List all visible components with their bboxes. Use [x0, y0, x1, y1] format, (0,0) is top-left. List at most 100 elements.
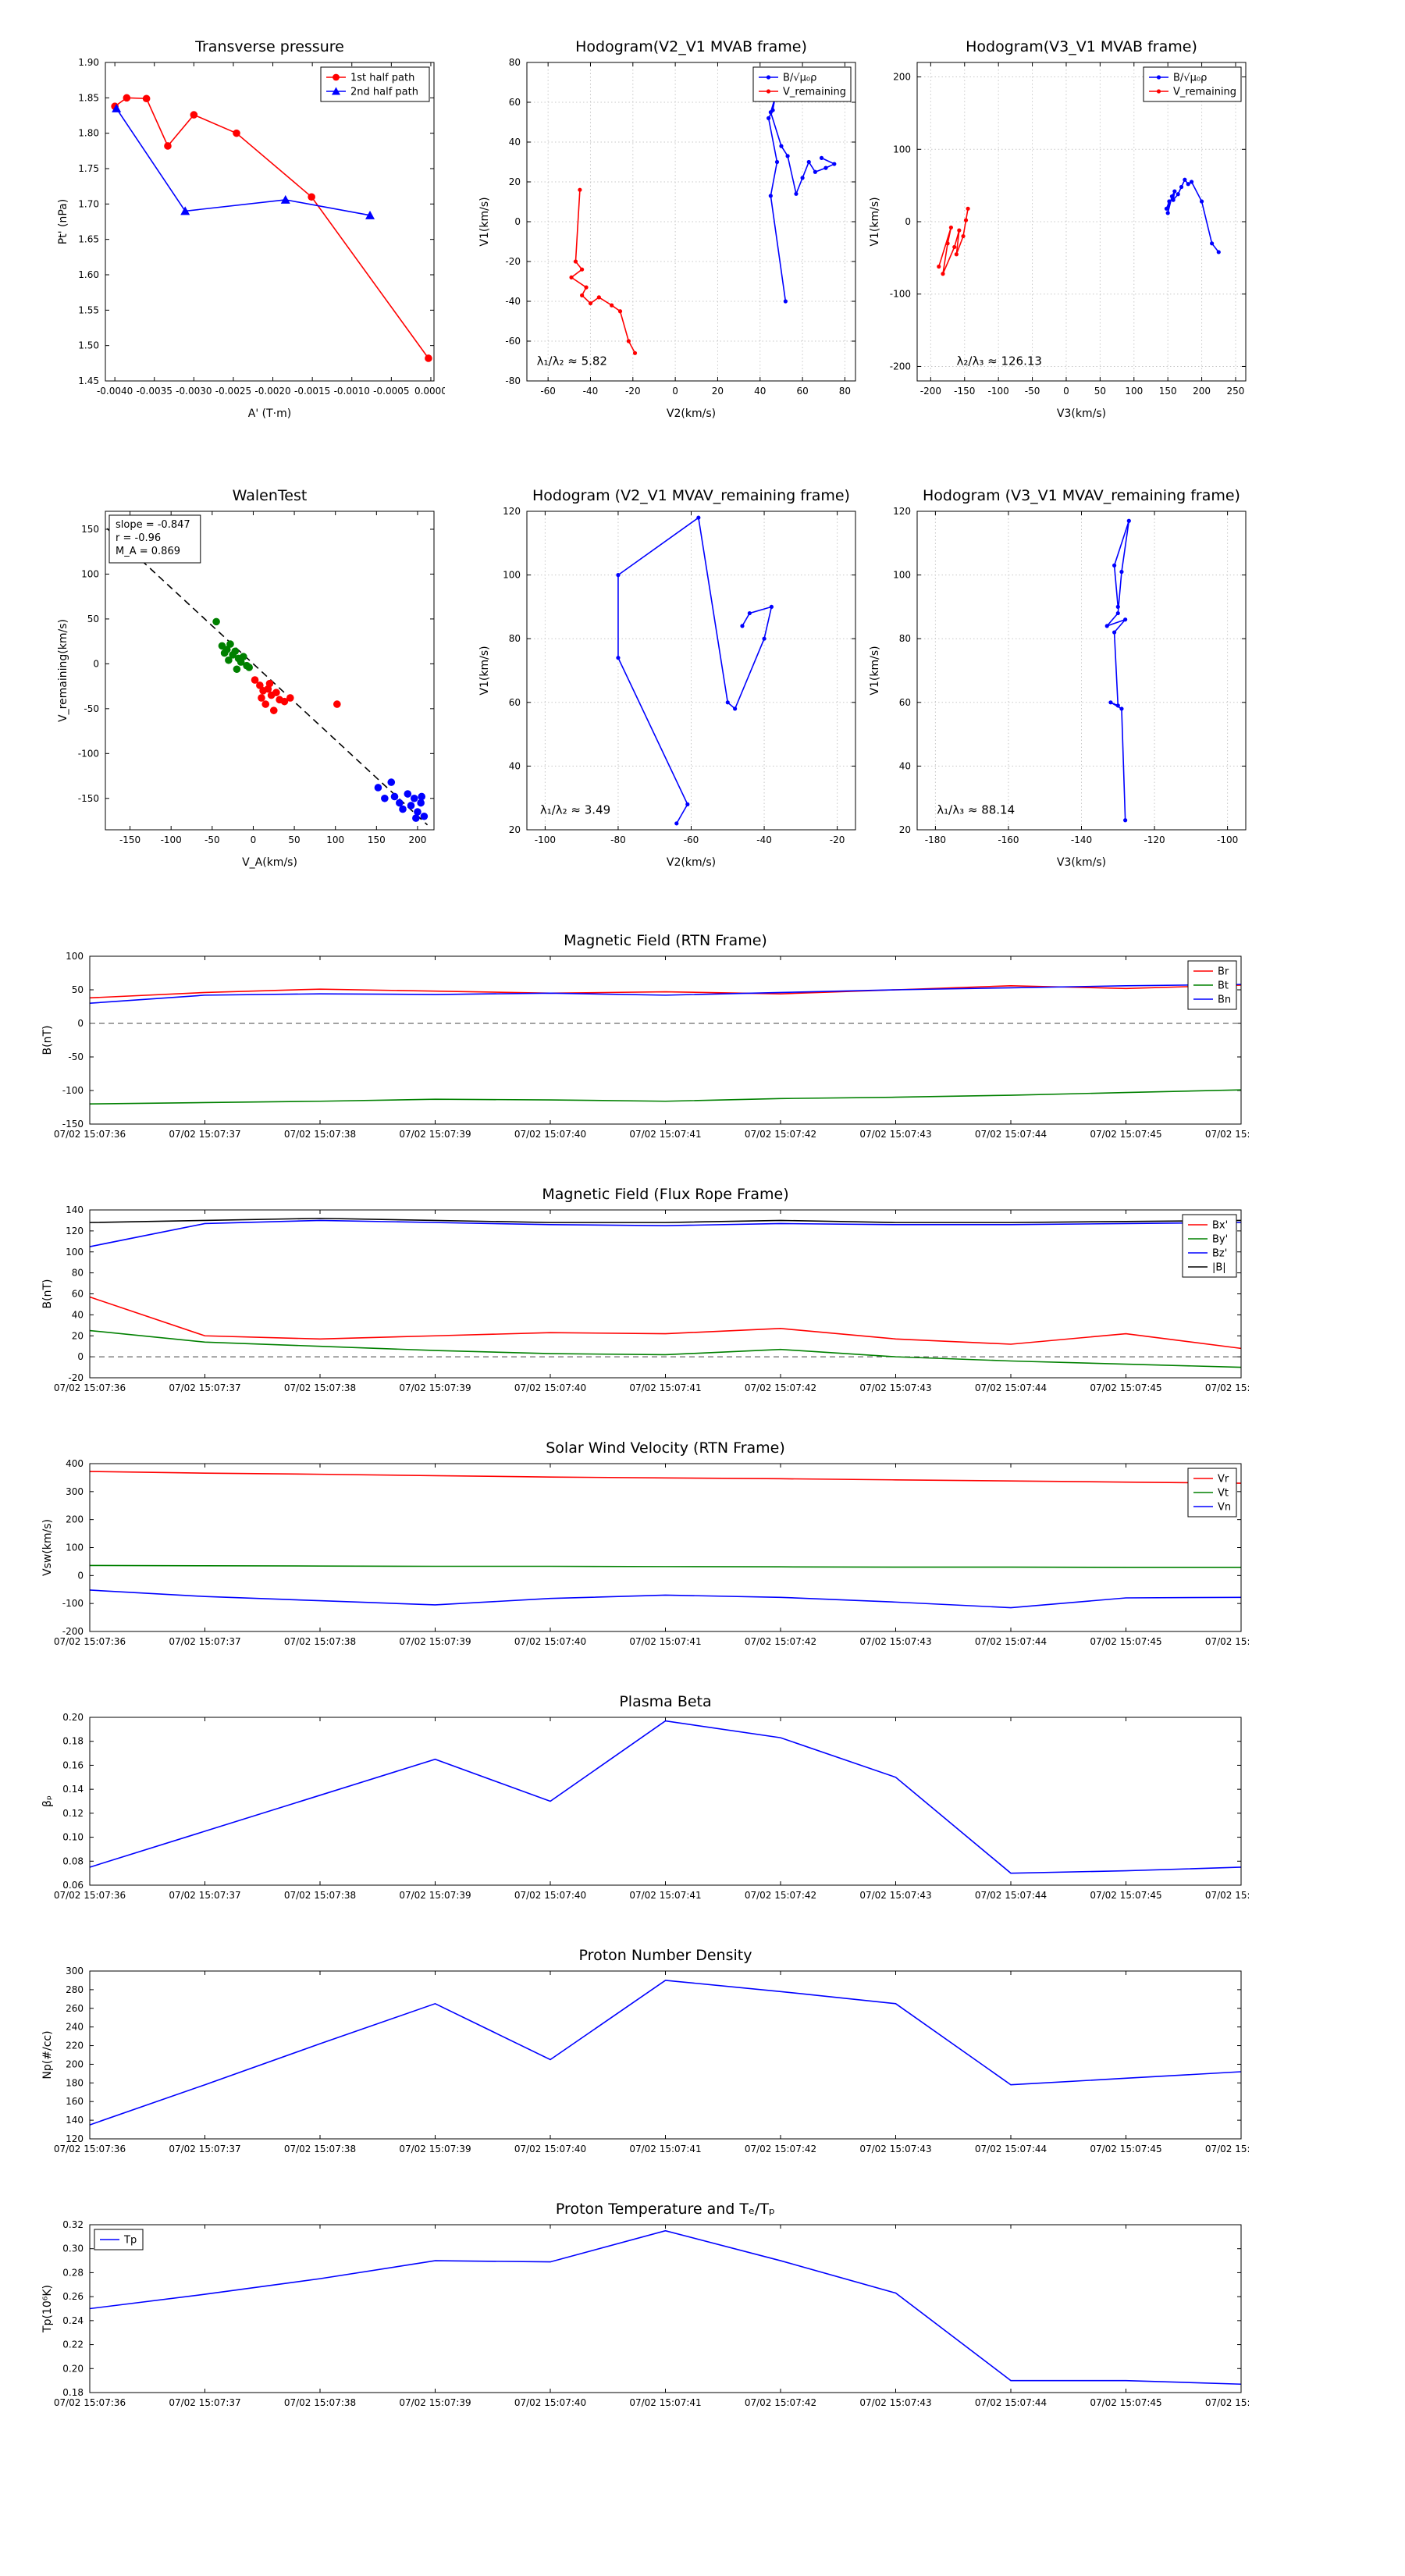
svg-text:07/02 15:07:40: 07/02 15:07:40 — [514, 1382, 586, 1393]
svg-text:M_A = 0.869: M_A = 0.869 — [116, 546, 180, 557]
svg-text:07/02 15:07:40: 07/02 15:07:40 — [514, 1129, 586, 1140]
svg-text:λ₁/λ₂ ≈ 3.49: λ₁/λ₂ ≈ 3.49 — [540, 803, 610, 817]
svg-text:07/02 15:07:37: 07/02 15:07:37 — [169, 1382, 240, 1393]
svg-text:Np(#/cc): Np(#/cc) — [41, 2030, 54, 2079]
svg-text:07/02 15:07:39: 07/02 15:07:39 — [399, 1129, 471, 1140]
svg-text:150: 150 — [368, 834, 386, 845]
svg-text:-100: -100 — [62, 1598, 84, 1609]
svg-text:B(nT): B(nT) — [41, 1279, 54, 1309]
svg-text:07/02 15:07:44: 07/02 15:07:44 — [975, 2144, 1047, 2154]
svg-text:-100: -100 — [62, 1085, 84, 1096]
svg-text:V2(km/s): V2(km/s) — [667, 407, 716, 420]
svg-text:2nd half path: 2nd half path — [350, 87, 418, 98]
svg-text:-160: -160 — [998, 834, 1019, 845]
svg-text:Tp(10⁶K): Tp(10⁶K) — [41, 2285, 54, 2333]
svg-text:07/02 15:07:44: 07/02 15:07:44 — [975, 1636, 1047, 1647]
svg-text:Hodogram(V3_V1 MVAB frame): Hodogram(V3_V1 MVAB frame) — [966, 38, 1197, 55]
svg-text:400: 400 — [66, 1458, 84, 1469]
svg-text:07/02 15:07:46: 07/02 15:07:46 — [1205, 1636, 1249, 1647]
svg-text:250: 250 — [1227, 386, 1245, 397]
svg-text:100: 100 — [66, 1247, 84, 1258]
svg-text:07/02 15:07:42: 07/02 15:07:42 — [745, 1129, 816, 1140]
svg-text:Hodogram (V3_V1 MVAV_remaining: Hodogram (V3_V1 MVAV_remaining frame) — [923, 487, 1240, 504]
svg-text:B/√μ₀ρ: B/√μ₀ρ — [1173, 73, 1207, 84]
svg-text:80: 80 — [509, 57, 521, 68]
svg-text:07/02 15:07:46: 07/02 15:07:46 — [1205, 1890, 1249, 1901]
svg-text:-60: -60 — [505, 336, 521, 347]
chart-svg: -0.0040 -0.0035 -0.0030 -0.0025 -0.0020 -0.00… — [57, 38, 447, 420]
svg-text:Solar Wind Velocity (RTN Frame: Solar Wind Velocity (RTN Frame) — [546, 1439, 785, 1457]
plasma-beta-chart: 07/02 15:07:36 07/02 15:07:37 07/02 15:07:… — [31, 1682, 1277, 1916]
svg-text:By': By' — [1212, 1234, 1228, 1246]
svg-text:B/√μ₀ρ: B/√μ₀ρ — [783, 73, 816, 84]
svg-text:07/02 15:07:45: 07/02 15:07:45 — [1090, 1382, 1161, 1393]
svg-text:0: 0 — [251, 834, 257, 845]
svg-text:1.50: 1.50 — [78, 340, 99, 351]
svg-text:0.24: 0.24 — [62, 2315, 84, 2326]
svg-text:120: 120 — [893, 506, 911, 517]
svg-text:07/02 15:07:40: 07/02 15:07:40 — [514, 2144, 586, 2154]
svg-text:100: 100 — [1125, 386, 1143, 397]
svg-text:20: 20 — [899, 824, 911, 835]
svg-text:V_remaining: V_remaining — [1173, 87, 1236, 98]
svg-text:07/02 15:07:40: 07/02 15:07:40 — [514, 2397, 586, 2408]
svg-text:07/02 15:07:46: 07/02 15:07:46 — [1205, 1382, 1249, 1393]
svg-text:60: 60 — [796, 386, 808, 397]
svg-text:150: 150 — [81, 524, 99, 535]
svg-text:07/02 15:07:37: 07/02 15:07:37 — [169, 1890, 240, 1901]
svg-text:1.80: 1.80 — [78, 128, 99, 139]
svg-text:07/02 15:07:45: 07/02 15:07:45 — [1090, 2397, 1161, 2408]
chart-svg: -150 -100 -50 0 50 100 150 200 -150 -100 -50 0 50 100… — [57, 487, 435, 869]
chart-svg: 07/02 15:07:36 07/02 15:07:37 07/02 15:07:… — [41, 1947, 1277, 2154]
svg-text:300: 300 — [66, 1966, 84, 1976]
svg-text:-100: -100 — [890, 289, 911, 300]
svg-text:Proton Number Density: Proton Number Density — [579, 1947, 752, 1964]
svg-text:07/02 15:07:37: 07/02 15:07:37 — [169, 2397, 240, 2408]
svg-text:07/02 15:07:46: 07/02 15:07:46 — [1205, 2144, 1249, 2154]
svg-text:Transverse pressure: Transverse pressure — [194, 38, 344, 55]
svg-text:-150: -150 — [78, 793, 99, 804]
svg-text:07/02 15:07:43: 07/02 15:07:43 — [859, 1636, 931, 1647]
svg-text:07/02 15:07:43: 07/02 15:07:43 — [859, 1890, 931, 1901]
svg-text:0.16: 0.16 — [62, 1759, 84, 1770]
svg-text:0: 0 — [514, 216, 521, 227]
svg-text:1.55: 1.55 — [78, 304, 99, 315]
svg-text:40: 40 — [72, 1309, 84, 1320]
svg-text:07/02 15:07:44: 07/02 15:07:44 — [975, 1382, 1047, 1393]
svg-text:Tp: Tp — [123, 2235, 137, 2247]
svg-text:0: 0 — [77, 1018, 84, 1029]
svg-text:V1(km/s): V1(km/s) — [478, 197, 491, 246]
svg-text:0.12: 0.12 — [62, 1808, 84, 1819]
svg-text:80: 80 — [839, 386, 851, 397]
svg-text:Bz': Bz' — [1212, 1248, 1227, 1260]
svg-text:V_A(km/s): V_A(km/s) — [242, 856, 297, 869]
svg-text:-120: -120 — [1144, 834, 1165, 845]
svg-text:200: 200 — [893, 72, 911, 83]
svg-text:0: 0 — [77, 1351, 84, 1362]
svg-text:Br: Br — [1218, 966, 1229, 978]
svg-text:20: 20 — [509, 824, 521, 835]
svg-text:0.06: 0.06 — [62, 1880, 84, 1891]
transverse-pressure-chart: -0.0040 -0.0035 -0.0030 -0.0025 -0.0020 -0.00… — [39, 20, 447, 437]
svg-text:Magnetic Field (Flux Rope Fram: Magnetic Field (Flux Rope Frame) — [542, 1186, 788, 1203]
svg-text:-40: -40 — [505, 296, 521, 307]
chart-svg: 07/02 15:07:36 07/02 15:07:37 07/02 15:07:… — [41, 1693, 1277, 1901]
svg-text:0: 0 — [905, 216, 911, 227]
svg-text:-0.0005: -0.0005 — [373, 386, 409, 397]
svg-text:07/02 15:07:42: 07/02 15:07:42 — [745, 1890, 816, 1901]
svg-text:07/02 15:07:45: 07/02 15:07:45 — [1090, 2144, 1161, 2154]
svg-text:100: 100 — [81, 568, 99, 579]
svg-text:Vn: Vn — [1218, 1502, 1231, 1514]
svg-text:07/02 15:07:36: 07/02 15:07:36 — [54, 1382, 126, 1393]
svg-text:V2(km/s): V2(km/s) — [667, 856, 716, 869]
svg-text:Proton Temperature and Tₑ/Tₚ: Proton Temperature and Tₑ/Tₚ — [556, 2201, 775, 2218]
chart-svg: 07/02 15:07:36 07/02 15:07:37 07/02 15:07:… — [41, 1439, 1277, 1647]
svg-text:1.90: 1.90 — [78, 57, 99, 68]
svg-text:280: 280 — [66, 1984, 84, 1995]
svg-text:50: 50 — [87, 614, 99, 624]
svg-text:07/02 15:07:36: 07/02 15:07:36 — [54, 2144, 126, 2154]
svg-text:100: 100 — [893, 144, 911, 155]
svg-text:20: 20 — [72, 1330, 84, 1341]
svg-text:07/02 15:07:38: 07/02 15:07:38 — [284, 2397, 356, 2408]
svg-text:V1(km/s): V1(km/s) — [869, 197, 881, 246]
